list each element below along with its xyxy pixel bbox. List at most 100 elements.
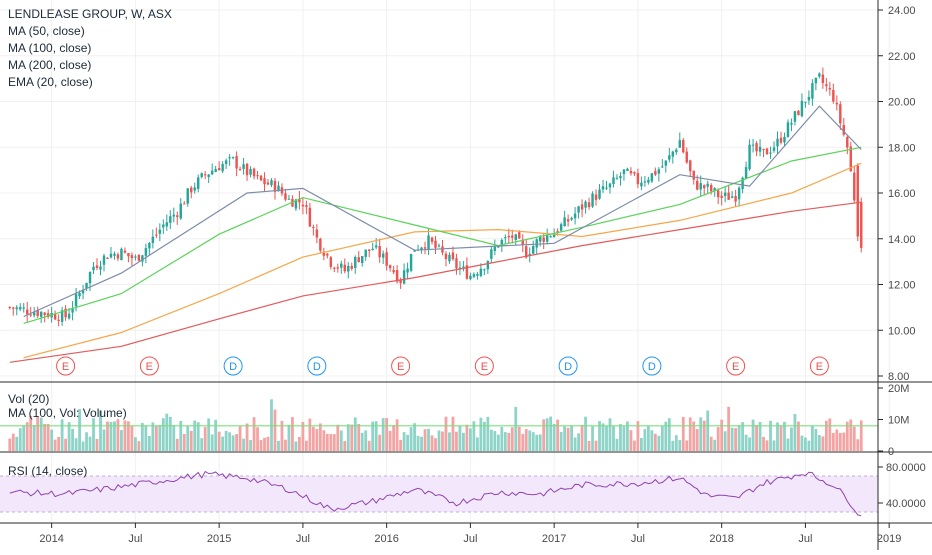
volume-bar xyxy=(284,439,287,451)
volume-bar xyxy=(207,418,211,451)
candle-body xyxy=(242,164,245,169)
volume-bar xyxy=(385,418,389,451)
volume-bar xyxy=(378,434,382,451)
volume-bar xyxy=(741,422,744,451)
legend-ma100[interactable]: MA (100, close) xyxy=(8,41,92,55)
candle-body xyxy=(402,270,406,284)
legend-ma200[interactable]: MA (200, close) xyxy=(8,58,92,72)
volume-bar xyxy=(311,426,315,451)
volume-bar xyxy=(277,440,280,451)
volume-bar xyxy=(67,422,71,451)
candle-body xyxy=(538,236,542,242)
volume-bar xyxy=(134,437,137,451)
volume-bar xyxy=(734,428,738,451)
candle-body xyxy=(500,239,504,246)
candle-body xyxy=(839,104,842,124)
volume-bar xyxy=(137,441,141,451)
volume-bar xyxy=(831,432,835,451)
volume-bar xyxy=(231,435,235,451)
candle-body xyxy=(601,186,605,190)
candle-body xyxy=(622,169,626,175)
candle-body xyxy=(46,313,50,317)
volume-pane-label[interactable]: Vol (20) MA (100, Vol: Volume) xyxy=(8,392,127,420)
candle-body xyxy=(856,165,859,237)
volume-bar xyxy=(633,440,636,451)
candle-body xyxy=(228,157,231,159)
volume-bar xyxy=(210,434,214,451)
candle-body xyxy=(448,254,451,262)
time-tick-label: Jul xyxy=(631,533,645,545)
volume-bar xyxy=(301,421,305,451)
volume-bar xyxy=(507,432,511,451)
volume-bar xyxy=(221,436,225,451)
volume-bar xyxy=(287,424,291,451)
volume-bar xyxy=(845,421,849,451)
candle-body xyxy=(465,265,469,279)
volume-bar xyxy=(542,419,546,451)
volume-bar xyxy=(353,417,357,451)
candle-body xyxy=(322,251,326,256)
candle-body xyxy=(545,234,549,242)
candle-body xyxy=(57,319,60,322)
candle-body xyxy=(549,236,552,238)
volume-bar xyxy=(120,430,123,451)
volume-bar xyxy=(224,430,228,451)
candle-body xyxy=(723,192,727,197)
volume-layer xyxy=(0,399,878,451)
volume-bar xyxy=(660,425,664,451)
candle-body xyxy=(640,182,643,187)
earnings-marker: E xyxy=(726,356,746,376)
volume-bar xyxy=(50,429,54,451)
candle-body xyxy=(15,307,18,310)
price-tick-label: 18.00 xyxy=(888,142,916,154)
candle-body xyxy=(570,217,573,220)
candle-body xyxy=(716,190,720,198)
candle-body xyxy=(200,173,203,178)
candle-body xyxy=(134,256,137,258)
candle-body xyxy=(371,248,374,250)
candle-body xyxy=(636,173,640,185)
candle-body xyxy=(165,222,169,227)
volume-bar xyxy=(730,427,734,451)
candle-body xyxy=(682,140,685,153)
volume-bar xyxy=(22,425,26,451)
rsi-pane-label[interactable]: RSI (14, close) xyxy=(8,464,87,478)
candle-body xyxy=(832,89,835,102)
volume-tick-label: 10M xyxy=(888,415,909,427)
candle-body xyxy=(259,175,263,181)
candle-body xyxy=(619,175,622,179)
candle-body xyxy=(413,250,416,252)
legend-ma50[interactable]: MA (50, close) xyxy=(8,24,85,38)
dividend-marker: D xyxy=(642,356,662,376)
candle-body xyxy=(675,149,678,153)
volume-bar xyxy=(462,432,465,451)
volume-bar xyxy=(196,422,200,451)
candle-body xyxy=(804,101,807,103)
volume-bar xyxy=(367,440,371,451)
volume-bar xyxy=(538,434,542,451)
candle-body xyxy=(113,253,116,256)
candle-body xyxy=(186,188,189,204)
volume-bar xyxy=(814,429,818,451)
candle-body xyxy=(528,253,531,256)
candle-body xyxy=(842,124,846,135)
volume-bar xyxy=(228,432,232,451)
candle-body xyxy=(287,198,291,200)
candle-body xyxy=(326,253,329,256)
volume-bar xyxy=(161,418,165,451)
candle-body xyxy=(221,163,224,172)
candle-body xyxy=(699,183,702,190)
volume-bar xyxy=(36,416,40,451)
candle-body xyxy=(702,185,706,189)
volume-bar xyxy=(427,428,430,451)
legend-ema20[interactable]: EMA (20, close) xyxy=(8,75,93,89)
earnings-marker: E xyxy=(474,356,494,376)
candle-body xyxy=(514,234,517,241)
volume-bar xyxy=(723,431,727,451)
volume-bar xyxy=(147,435,151,451)
volume-bar xyxy=(381,418,385,451)
candle-body xyxy=(22,307,25,309)
candle-body xyxy=(814,77,818,84)
candle-body xyxy=(751,144,755,146)
candle-body xyxy=(95,265,99,269)
